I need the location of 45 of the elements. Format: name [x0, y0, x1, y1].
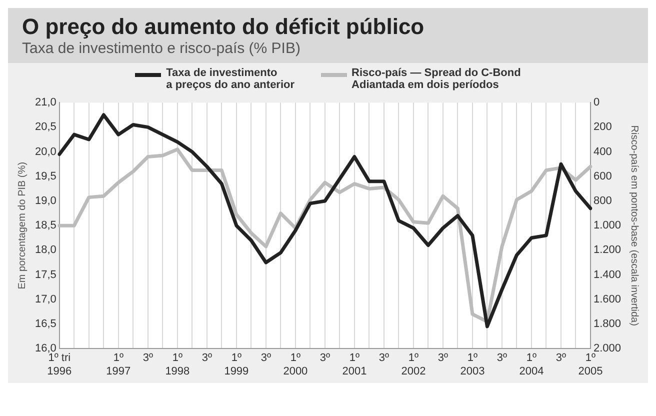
y2-tick-label: 600 — [593, 170, 612, 182]
x-tick-label: 1º 2004 — [519, 352, 544, 378]
x-tick-label: 1º 1999 — [224, 352, 249, 378]
x-tick-label: 1º 2000 — [283, 352, 308, 378]
y2-tick-label: 800 — [593, 195, 612, 208]
x-tick-label: 3º — [260, 352, 272, 364]
y-tick-label: 18,5 — [34, 220, 56, 232]
y2-tick-label: 400 — [593, 146, 612, 158]
y-tick-label: 20,0 — [34, 146, 56, 158]
y2-tick-label: 200 — [593, 121, 612, 134]
x-tick-label: 1º tri 1996 — [47, 352, 72, 378]
x-tick-label: 1º 2002 — [401, 352, 426, 378]
chart-title: O preço do aumento do déficit público — [22, 14, 426, 40]
x-tick-label: 1º 1997 — [106, 352, 131, 378]
x-tick-label: 1º 1998 — [165, 352, 190, 378]
y-tick-label: 21,0 — [34, 96, 56, 109]
y2-tick-label: 0 — [593, 96, 600, 109]
y-tick-label: 18,0 — [34, 244, 56, 256]
y2-axis-title: Risco-país em pontos-base (escala invertida) — [628, 125, 640, 326]
x-tick-label: 3º — [320, 352, 330, 364]
y-axis-title: Em porcentagem do PIB (%) — [16, 162, 28, 290]
x-tick-label: 3º — [496, 352, 508, 364]
x-tick-label: 3º — [556, 352, 566, 364]
y-tick-label: 17,0 — [34, 293, 56, 306]
x-tick-label: 1º 2001 — [342, 352, 367, 378]
y2-tick-label: 1.400 — [593, 268, 622, 281]
y-tick-label: 20,5 — [34, 121, 56, 134]
y2-tick-label: 2.000 — [593, 342, 622, 355]
x-tick-label: 1º 2005 — [578, 352, 603, 378]
x-tick-label: 1º 2003 — [460, 352, 485, 378]
x-tick-label: 3º — [378, 352, 390, 364]
x-tick-label: 3º — [142, 352, 153, 364]
y2-tick-label: 1.000 — [593, 220, 622, 232]
y-tick-label: 19,0 — [34, 195, 56, 208]
x-tick-label: 3º — [438, 352, 448, 364]
y-tick-label: 19,5 — [34, 170, 56, 182]
legend-label: Taxa de investimento a preços do ano anterior — [166, 67, 295, 91]
chart-subtitle: Taxa de investimento e risco-país (% PIB) — [22, 40, 302, 57]
legend-label: Risco-país — Spread do C-Bond Adiantada em dois períodos — [352, 67, 521, 91]
x-tick-label: 3º — [202, 352, 212, 364]
y-tick-label: 16,5 — [34, 318, 56, 330]
y-tick-label: 17,5 — [34, 268, 56, 281]
y2-tick-label: 1.200 — [593, 244, 622, 256]
y2-tick-label: 1.800 — [593, 318, 622, 330]
y2-tick-label: 1.600 — [593, 293, 622, 306]
